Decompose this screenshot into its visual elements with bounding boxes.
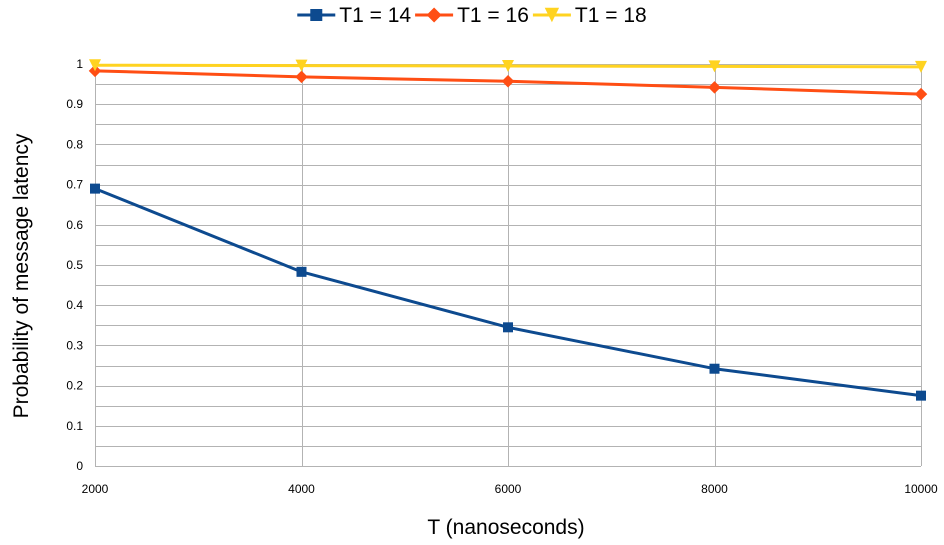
data-point [296, 266, 307, 277]
data-point [914, 87, 928, 101]
y-tick-label: 0.9 [66, 97, 83, 111]
axes: 0 0.1 0.2 0.3 0.4 0.5 0.6 0.7 0.8 0.9 1 2000 4000 600… [66, 57, 938, 496]
legend-item-2: T1 = 16 [415, 4, 529, 27]
data-point [916, 390, 926, 401]
data-point [501, 75, 515, 88]
x-tick-label: 2000 [82, 482, 109, 496]
data-point [915, 60, 927, 73]
y-tick-label: 0 [76, 459, 83, 473]
y-tick-label: 0.8 [66, 137, 83, 151]
data-point [709, 363, 720, 374]
data-point [295, 59, 308, 72]
y-tick-label: 0.1 [66, 419, 83, 433]
legend-marker [310, 9, 323, 21]
legend-marker [426, 7, 442, 23]
legend-item-1: T1 = 14 [297, 4, 411, 27]
data-point [708, 60, 721, 73]
x-tick-label: 8000 [701, 482, 728, 496]
x-axis-title: T (nanoseconds) [427, 516, 584, 539]
series-2 [88, 64, 928, 101]
y-tick-label: 0.2 [66, 379, 83, 393]
legend: T1 = 14 T1 = 16 T1 = 18 [297, 4, 647, 27]
y-axis-title: Probability of message latency [10, 133, 33, 418]
legend-marker [544, 7, 560, 23]
legend-label: T1 = 18 [575, 4, 647, 27]
y-tick-label: 0.6 [66, 218, 83, 232]
legend-item-3: T1 = 18 [532, 4, 647, 27]
data-point [90, 183, 100, 194]
data-point [502, 60, 514, 73]
y-tick-label: 0.5 [66, 258, 83, 272]
data-point [295, 70, 308, 84]
data-point [708, 81, 721, 94]
y-tick-label: 1 [76, 57, 83, 71]
y-tick-label: 0.4 [66, 298, 83, 312]
data-point [503, 322, 513, 333]
series-group [88, 59, 928, 401]
legend-label: T1 = 16 [457, 4, 529, 27]
legend-label: T1 = 14 [339, 4, 411, 27]
grid [95, 64, 922, 467]
data-point [89, 59, 101, 72]
y-tick-label: 0.3 [66, 338, 83, 352]
x-tick-label: 6000 [495, 482, 522, 496]
x-tick-label: 10000 [904, 482, 938, 496]
series-1 [90, 183, 926, 401]
x-tick-label: 4000 [288, 482, 315, 496]
series-3 [89, 59, 927, 73]
y-tick-label: 0.7 [66, 178, 83, 192]
